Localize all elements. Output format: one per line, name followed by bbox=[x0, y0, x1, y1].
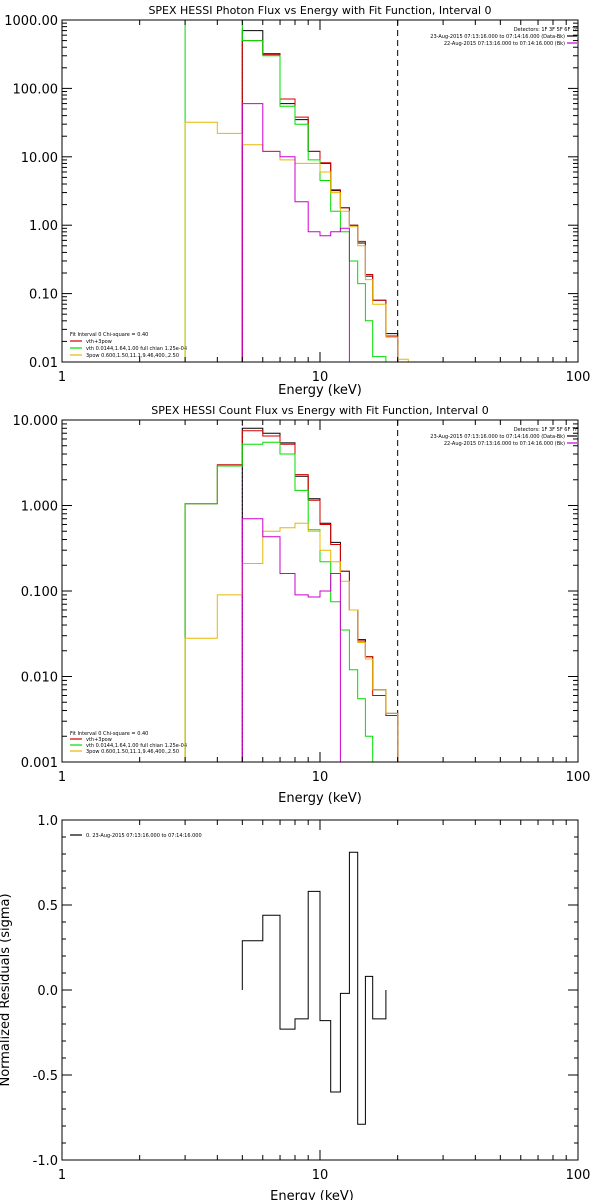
residuals-y-tick-label: 0.0 bbox=[37, 984, 58, 999]
residuals-x-tick-label: 1 bbox=[58, 1168, 66, 1183]
count-x-tick-label: 100 bbox=[566, 770, 591, 785]
residuals-x-axis-label: Energy (keV) bbox=[270, 1189, 354, 1200]
photon-y-tick-label: 100.00 bbox=[13, 82, 59, 97]
residuals-y-tick-label: 1.0 bbox=[37, 814, 58, 829]
photon-legend-vth: vth 0.0144,1.64,1.00 full chian 1.25e-04 bbox=[86, 346, 187, 352]
residuals-y-tick-label: -0.5 bbox=[33, 1069, 58, 1084]
count-y-tick-label: 0.010 bbox=[21, 671, 58, 686]
residuals-x-tick-label: 10 bbox=[312, 1168, 329, 1183]
photon-x-tick-label: 100 bbox=[566, 370, 591, 385]
photon-header-data: 23-Aug-2015 07:13:16.000 to 07:14:16.000… bbox=[430, 34, 565, 40]
count-x-axis-label: Energy (keV) bbox=[278, 791, 362, 806]
photon-series-data bbox=[241, 30, 399, 362]
count-legend-vth: vth 0.0144,1.64,1.00 full chian 1.25e-04 bbox=[86, 743, 187, 749]
count-y-tick-label: 0.001 bbox=[21, 756, 58, 771]
count-x-tick-label: 1 bbox=[58, 770, 66, 785]
residuals-y-axis-label: Normalized Residuals (sigma) bbox=[0, 893, 13, 1086]
count-series-vth bbox=[184, 441, 374, 762]
photon-x-axis-label: Energy (keV) bbox=[278, 383, 362, 398]
photon-y-tick-label: 0.10 bbox=[29, 288, 58, 303]
photon-chart-title: SPEX HESSI Photon Flux vs Energy with Fi… bbox=[148, 4, 491, 17]
residuals-chart: 0. 23-Aug-2015 07:13:16.000 to 07:14:16.… bbox=[0, 814, 590, 1200]
photon-header-bk: 22-Aug-2015 07:13:16.000 to 07:14:16.000… bbox=[444, 41, 565, 47]
count-flux-chart: SPEX HESSI Count Flux vs Energy with Fit… bbox=[13, 404, 591, 806]
photon-detectors-label: Detectors: 1F 3F 5F 6F 7F bbox=[514, 27, 578, 33]
residuals-series-residuals bbox=[241, 851, 387, 1125]
count-header-data: 23-Aug-2015 07:13:16.000 to 07:14:16.000… bbox=[430, 434, 565, 440]
photon-y-tick-label: 10.00 bbox=[21, 151, 58, 166]
count-series-data bbox=[241, 427, 399, 762]
photon-series-background bbox=[241, 103, 350, 362]
photon-flux-chart: SPEX HESSI Photon Flux vs Energy with Fi… bbox=[4, 4, 591, 398]
photon-legend-powerlaw: 3pow 0.600,1.50,11.1,9.46,400.,2.50 bbox=[86, 353, 179, 359]
photon-y-tick-label: 1.00 bbox=[29, 219, 58, 234]
photon-series-powerlaw bbox=[184, 121, 409, 362]
photon-fit-interval: Fit Interval 0 Chi-square = 0.40 bbox=[70, 332, 148, 338]
count-x-tick-label: 10 bbox=[312, 770, 329, 785]
photon-plot-area bbox=[184, 20, 409, 362]
count-y-tick-label: 10.000 bbox=[13, 414, 59, 429]
count-header-bk: 22-Aug-2015 07:13:16.000 to 07:14:16.000… bbox=[444, 441, 565, 447]
count-series-powerlaw bbox=[184, 522, 409, 762]
residuals-y-tick-label: 0.5 bbox=[37, 899, 58, 914]
count-plot-area bbox=[184, 420, 409, 762]
photon-y-tick-label: 1000.00 bbox=[4, 14, 58, 29]
count-series-total bbox=[184, 430, 409, 762]
photon-series-total bbox=[241, 40, 399, 362]
count-y-tick-label: 0.100 bbox=[21, 585, 58, 600]
photon-x-tick-label: 10 bbox=[312, 370, 329, 385]
residuals-x-tick-label: 100 bbox=[566, 1168, 591, 1183]
count-fit-interval: Fit Interval 0 Chi-square = 0.40 bbox=[70, 731, 148, 737]
photon-legend-total: vth+3pow bbox=[86, 339, 112, 345]
count-detectors-label: Detectors: 1F 3F 5F 6F 7F bbox=[514, 427, 578, 433]
count-chart-title: SPEX HESSI Count Flux vs Energy with Fit… bbox=[151, 404, 488, 417]
photon-x-tick-label: 1 bbox=[58, 370, 66, 385]
residuals-plot-area bbox=[241, 851, 387, 1125]
residuals-y-tick-label: -1.0 bbox=[33, 1154, 58, 1169]
photon-y-tick-label: 0.01 bbox=[29, 356, 58, 371]
photon-plot-frame bbox=[61, 19, 579, 363]
residuals-legend-label: 0. 23-Aug-2015 07:13:16.000 to 07:14:16.… bbox=[86, 833, 202, 839]
photon-series-vth bbox=[184, 20, 387, 362]
count-legend-total: vth+3pow bbox=[86, 737, 112, 743]
count-series-background bbox=[241, 518, 341, 762]
count-y-tick-label: 1.000 bbox=[21, 500, 58, 515]
count-legend-powerlaw: 3pow 0.600,1.50,11.1,9.46,400.,2.50 bbox=[86, 749, 179, 755]
